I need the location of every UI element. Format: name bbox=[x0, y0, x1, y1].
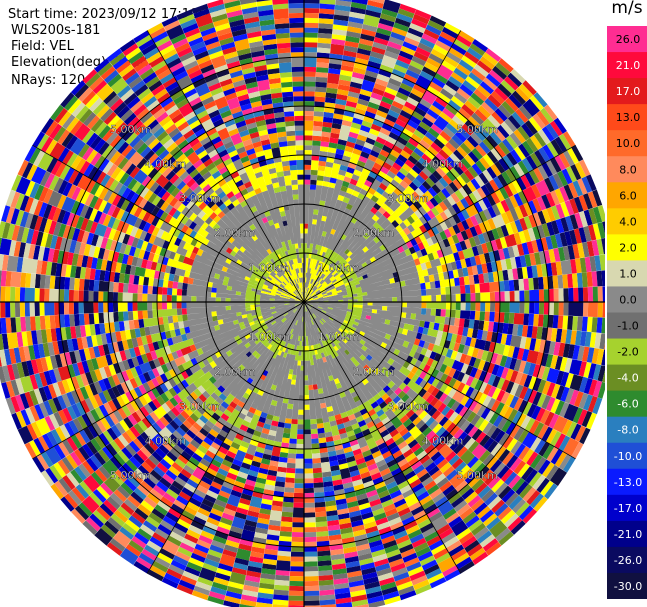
colorbar-tick-label: 10.0 bbox=[616, 137, 641, 150]
ring-label: 4.00km bbox=[422, 157, 464, 170]
colorbar-swatch bbox=[607, 520, 647, 548]
colorbar: 26.0 21.0 17.0 13.0 10.0 8.0 6.0 4.0 2.0 1.0 0.0 -1… bbox=[607, 26, 647, 599]
colorbar-tick-label: -21.0 bbox=[614, 528, 642, 541]
colorbar-tick-label: -4.0 bbox=[617, 372, 638, 385]
colorbar-tick-label: -26.0 bbox=[614, 554, 642, 567]
ring-label: 4.00km bbox=[145, 157, 187, 170]
colorbar-swatch bbox=[607, 364, 647, 392]
gate-group bbox=[6, 0, 598, 607]
azimuth-spoke bbox=[32, 144, 305, 303]
colorbar-swatch bbox=[607, 338, 647, 366]
ring-label: 1.00km bbox=[249, 261, 291, 274]
ring-label: 2.00km bbox=[214, 227, 256, 240]
colorbar-title: m/s bbox=[611, 0, 643, 18]
instrument-name: WLS200s-181 bbox=[11, 23, 101, 38]
colorbar-tick-label: -17.0 bbox=[614, 502, 642, 515]
colorbar-tick-label: -2.0 bbox=[617, 346, 638, 359]
azimuth-spoke bbox=[303, 301, 462, 574]
field-name: Field: VEL bbox=[11, 39, 74, 54]
colorbar-swatch bbox=[607, 442, 647, 470]
ring-label: 5.00km bbox=[110, 469, 152, 482]
gate-group bbox=[0, 8, 602, 598]
colorbar-tick-label: 4.0 bbox=[619, 215, 637, 228]
colorbar-tick-label: 6.0 bbox=[619, 189, 637, 202]
colorbar-swatch bbox=[607, 52, 647, 79]
colorbar-swatch bbox=[607, 390, 647, 418]
colorbar-tick-label: 0.0 bbox=[619, 293, 637, 306]
range-grid bbox=[0, 0, 605, 607]
colorbar-swatch bbox=[607, 260, 647, 287]
colorbar-swatch bbox=[607, 468, 647, 496]
colorbar-tick-label: 13.0 bbox=[616, 111, 641, 124]
radar-ppi-plot: 1.00km 1.00km 1.00km 1.00km 2.00km 2.00km 2.00… bbox=[0, 0, 605, 607]
ring-label: 4.00km bbox=[145, 435, 187, 448]
colorbar-swatch bbox=[607, 416, 647, 444]
ring-label: 1.00km bbox=[318, 331, 360, 344]
colorbar-swatch bbox=[607, 130, 647, 157]
azimuth-spoke bbox=[146, 30, 305, 303]
gate-group bbox=[2, 0, 589, 601]
colorbar-tick-label: -6.0 bbox=[617, 398, 638, 411]
ring-label: 4.00km bbox=[422, 435, 464, 448]
ring-label: 3.00km bbox=[387, 192, 429, 205]
gate-group bbox=[1, 0, 605, 607]
range-ring-labels: 1.00km 1.00km 1.00km 1.00km 2.00km 2.00km 2.00… bbox=[110, 123, 498, 483]
gate-group bbox=[0, 8, 598, 602]
ring-label: 1.00km bbox=[318, 261, 360, 274]
colorbar-swatch bbox=[607, 572, 647, 599]
colorbar-tick-label: 8.0 bbox=[619, 163, 637, 176]
gate-group bbox=[0, 0, 605, 607]
nrays: NRays: 120 bbox=[11, 73, 86, 88]
azimuth-spoke bbox=[303, 144, 576, 303]
start-time: Start time: 2023/09/12 17:10:12 bbox=[8, 7, 220, 22]
colorbar-swatch bbox=[607, 286, 647, 313]
ring-label: 3.00km bbox=[179, 192, 221, 205]
ring-label: 2.00km bbox=[353, 365, 395, 378]
ring-label: 2.00km bbox=[353, 227, 395, 240]
colorbar-tick-label: 17.0 bbox=[616, 85, 641, 98]
colorbar-swatch bbox=[607, 156, 647, 183]
ring-label: 1.00km bbox=[249, 331, 291, 344]
colorbar-swatch bbox=[607, 104, 647, 131]
ring-label: 5.00km bbox=[110, 123, 152, 136]
azimuth-spoke bbox=[303, 30, 462, 303]
colorbar-tick-label: -1.0 bbox=[617, 320, 638, 333]
azimuth-spoke bbox=[146, 301, 305, 574]
colorbar-tick-label: -10.0 bbox=[614, 450, 642, 463]
colorbar-swatch bbox=[607, 546, 647, 574]
colorbar-tick-label: 26.0 bbox=[616, 33, 641, 46]
colorbar-tick-label: 1.0 bbox=[619, 267, 637, 280]
colorbar-swatch bbox=[607, 234, 647, 261]
gate-group bbox=[17, 0, 605, 596]
colorbar-tick-label: -13.0 bbox=[614, 476, 642, 489]
colorbar-swatch bbox=[607, 26, 647, 53]
colorbar-tick-label: 2.0 bbox=[619, 241, 637, 254]
colorbar-tick-label: 21.0 bbox=[616, 59, 641, 72]
velocity-gates bbox=[0, 0, 605, 607]
colorbar-swatch bbox=[607, 182, 647, 209]
colorbar-swatch bbox=[607, 78, 647, 105]
colorbar-swatch bbox=[607, 494, 647, 522]
colorbar-tick-label: -8.0 bbox=[617, 424, 638, 437]
azimuth-spoke bbox=[303, 301, 576, 460]
ring-label: 2.00km bbox=[214, 365, 256, 378]
azimuth-spoke bbox=[32, 301, 305, 460]
ring-label: 3.00km bbox=[179, 400, 221, 413]
ring-label: 5.00km bbox=[456, 469, 498, 482]
ring-label: 5.00km bbox=[456, 123, 498, 136]
colorbar-tick-label: -30.0 bbox=[614, 580, 642, 593]
colorbar-swatch bbox=[607, 312, 647, 340]
colorbar-swatch bbox=[607, 208, 647, 235]
ring-label: 3.00km bbox=[387, 400, 429, 413]
